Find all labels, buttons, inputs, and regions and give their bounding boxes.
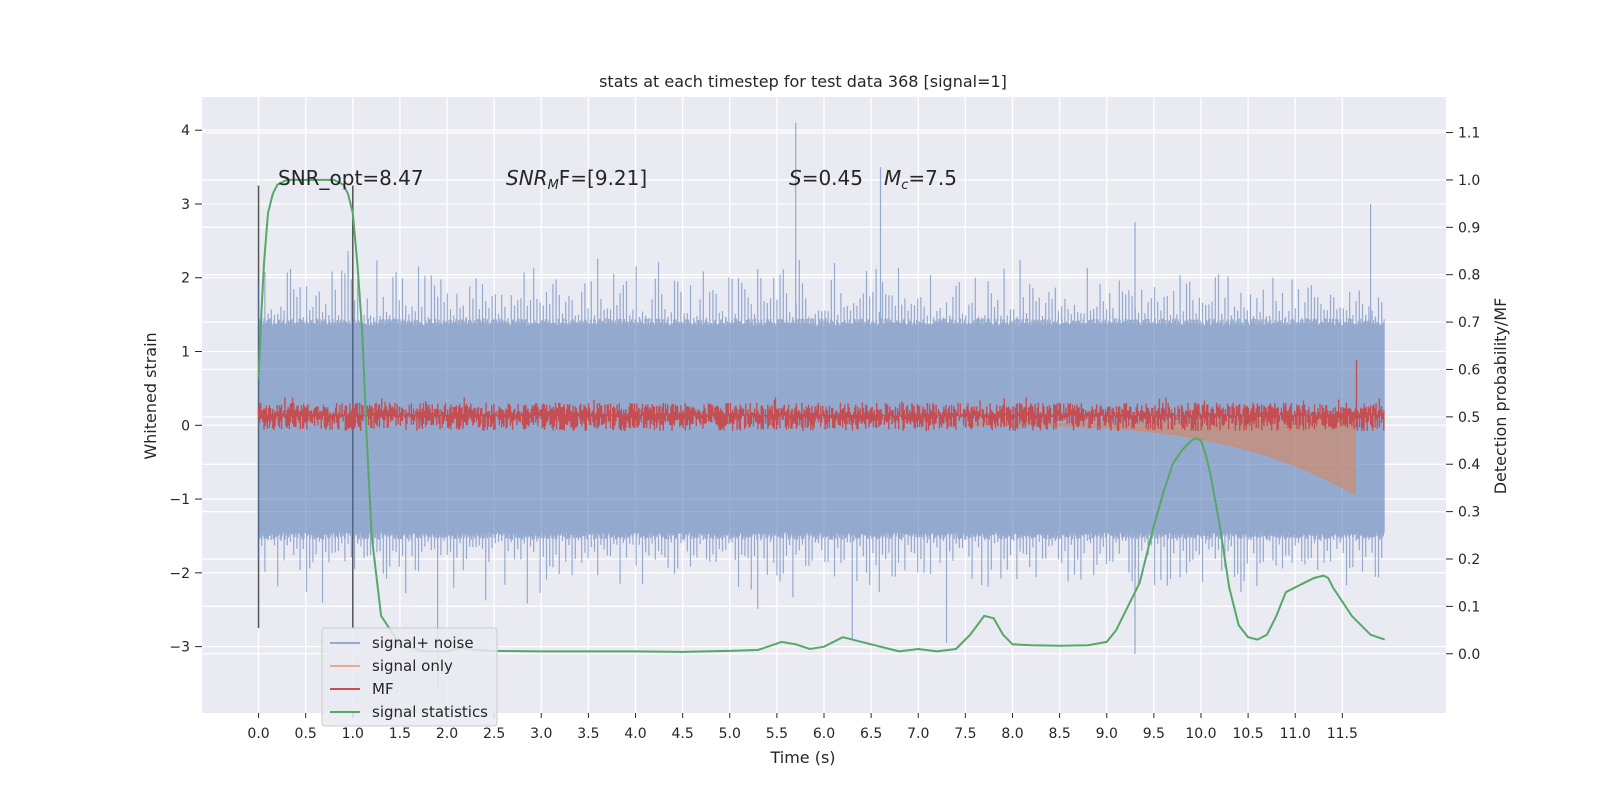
left-y-tick-label: −2: [169, 566, 190, 582]
right-y-tick-label: 0.2: [1458, 552, 1480, 568]
right-y-axis-label: Detection probability/MF: [1491, 298, 1510, 495]
x-tick-label: 10.0: [1185, 726, 1216, 742]
x-tick-label: 8.5: [1048, 726, 1070, 742]
right-y-tick-label: 1.0: [1458, 173, 1480, 189]
right-y-tick-label: 0.4: [1458, 457, 1480, 473]
x-tick-label: 0.5: [295, 726, 317, 742]
right-y-tick-label: 0.0: [1458, 647, 1480, 663]
annotation-snr-opt: SNR_opt=8.47: [278, 166, 424, 190]
legend-label: MF: [372, 680, 394, 698]
x-tick-label: 6.0: [813, 726, 835, 742]
legend-box: [321, 627, 498, 727]
legend-label: signal only: [372, 657, 453, 675]
x-tick-label: 9.5: [1143, 726, 1165, 742]
x-axis-label: Time (s): [769, 748, 835, 767]
right-y-tick-label: 0.1: [1458, 599, 1480, 615]
chart-title: stats at each timestep for test data 368…: [599, 72, 1007, 91]
left-axis-ticks: 4 3 2 1 0 −1 −2 −3: [169, 123, 202, 656]
x-tick-label: 5.0: [719, 726, 741, 742]
legend-label: signal+ noise: [372, 634, 474, 652]
legend: signal+ noise signal only MF signal statist…: [321, 627, 498, 727]
annotation-chirp-mass: Mc=7.5: [884, 166, 957, 193]
left-y-tick-label: 2: [181, 271, 190, 287]
right-y-tick-label: 0.8: [1458, 268, 1480, 284]
x-tick-label: 6.5: [860, 726, 882, 742]
series-mf: [257, 360, 1385, 432]
series-signal-statistics: [257, 178, 1386, 653]
x-tick-label: 10.5: [1233, 726, 1264, 742]
left-y-tick-label: 1: [181, 345, 190, 361]
x-tick-label: 11.0: [1280, 726, 1311, 742]
x-tick-label: 0.0: [247, 726, 269, 742]
annotation-spin: S=0.45: [789, 166, 863, 190]
x-tick-label: 8.0: [1001, 726, 1023, 742]
x-tick-label: 5.5: [766, 726, 788, 742]
right-axis-ticks: 1.1 1.0 0.9 0.8 0.7 0.6 0.5 0.4 0.3 0.2 0.1 0.0: [1446, 126, 1480, 663]
right-y-tick-label: 0.9: [1458, 220, 1480, 236]
series-signal-only: [964, 414, 1356, 496]
series-layer: [257, 122, 1386, 688]
x-tick-label: 3.5: [577, 726, 599, 742]
x-tick-label: 1.0: [342, 726, 364, 742]
right-y-tick-label: 0.3: [1458, 505, 1480, 521]
annotation-snr-mf: SNRMF=[9.21]: [506, 166, 647, 193]
x-tick-label: 2.5: [483, 726, 505, 742]
left-y-axis-label: Whitened strain: [141, 332, 160, 459]
right-y-tick-label: 0.6: [1458, 362, 1480, 378]
left-y-tick-label: 0: [181, 418, 190, 434]
right-y-tick-label: 0.5: [1458, 410, 1480, 426]
left-y-tick-label: −3: [169, 640, 190, 656]
x-tick-label: 4.5: [672, 726, 694, 742]
x-tick-label: 2.0: [436, 726, 458, 742]
x-tick-label: 7.5: [954, 726, 976, 742]
x-tick-label: 4.0: [624, 726, 646, 742]
x-tick-label: 11.5: [1327, 726, 1358, 742]
x-axis-ticks: 0.0 0.5 1.0 1.5 2.0 2.5 3.0 3.5 4.0 4.5 5.0 5.5 6.0 6…: [247, 713, 1358, 742]
x-tick-label: 3.0: [530, 726, 552, 742]
left-y-tick-label: 4: [181, 123, 190, 139]
left-y-tick-label: 3: [181, 197, 190, 213]
left-y-tick-label: −1: [169, 492, 190, 508]
x-tick-label: 7.0: [907, 726, 929, 742]
x-tick-label: 1.5: [389, 726, 411, 742]
x-tick-label: 9.0: [1096, 726, 1118, 742]
legend-label: signal statistics: [372, 703, 488, 721]
right-y-tick-label: 0.7: [1458, 315, 1480, 331]
right-y-tick-label: 1.1: [1458, 126, 1480, 142]
